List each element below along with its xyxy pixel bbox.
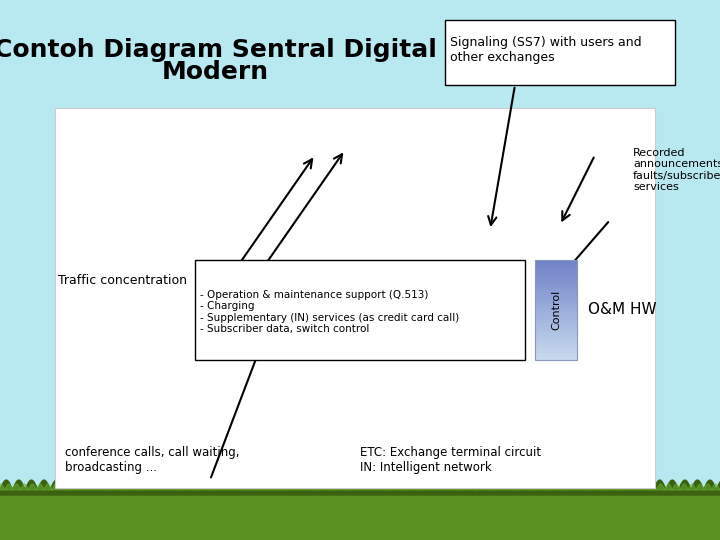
Bar [535,343,577,347]
Bar [535,267,577,270]
Text: Modern: Modern [161,60,269,84]
Bar [535,303,577,307]
Bar [535,347,577,350]
Bar [535,313,577,316]
Text: ETC: Exchange terminal circuit
IN: Intelligent network: ETC: Exchange terminal circuit IN: Intel… [360,446,541,474]
Bar [535,350,577,353]
Text: Control: Control [551,290,561,330]
Text: Signaling (SS7) with users and
other exchanges: Signaling (SS7) with users and other exc… [450,36,642,64]
Bar [535,327,577,330]
Bar [535,273,577,276]
Bar [195,260,525,360]
Text: Contoh Diagram Sentral Digital: Contoh Diagram Sentral Digital [0,38,436,62]
Bar [535,323,577,327]
Bar [445,20,675,85]
Bar [535,300,577,303]
Bar [535,293,577,296]
Text: conference calls, call waiting,
broadcasting ...: conference calls, call waiting, broadcas… [65,446,240,474]
Bar [535,280,577,284]
Bar [535,353,577,356]
Bar [535,276,577,280]
Bar [535,287,577,290]
Bar [535,270,577,273]
Bar [535,336,577,340]
Bar [535,356,577,360]
Bar [535,307,577,310]
Bar [535,260,577,360]
Bar [535,296,577,300]
Bar [535,330,577,333]
Bar [535,284,577,287]
Bar [55,108,655,488]
Bar [535,264,577,267]
Bar [535,340,577,343]
Text: - Operation & maintenance support (Q.513)
- Charging
- Supplementary (IN) servic: - Operation & maintenance support (Q.513… [200,289,459,334]
Text: O&M HW: O&M HW [588,302,657,318]
Text: Recorded
announcements:
faults/subscriber
services: Recorded announcements: faults/subscribe… [633,147,720,192]
Bar [535,316,577,320]
Bar [535,290,577,293]
Bar [535,260,577,264]
Bar [535,310,577,313]
Bar [535,333,577,336]
Bar [0,490,720,540]
Text: Traffic concentration: Traffic concentration [58,273,187,287]
Bar [535,320,577,323]
